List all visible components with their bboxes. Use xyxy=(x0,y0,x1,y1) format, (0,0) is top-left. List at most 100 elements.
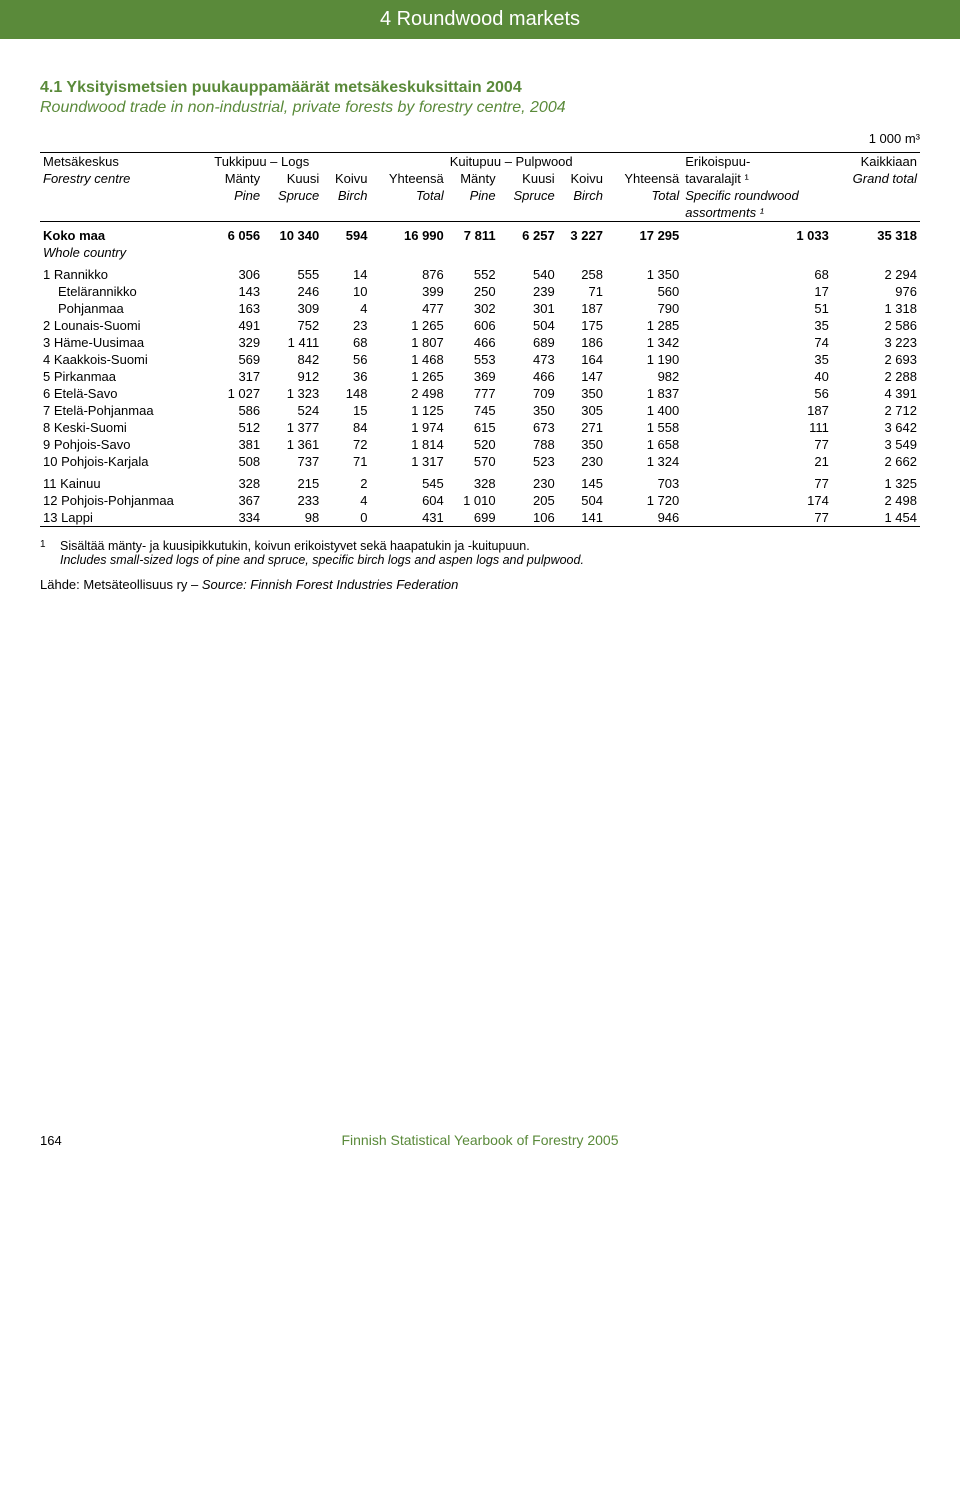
cell: 508 xyxy=(211,453,263,470)
cell: 777 xyxy=(447,385,499,402)
unit-label: 1 000 m³ xyxy=(40,131,920,146)
publication-title: Finnish Statistical Yearbook of Forestry… xyxy=(90,1132,870,1148)
cell: 788 xyxy=(499,436,558,453)
cell: 752 xyxy=(263,317,322,334)
cell: 141 xyxy=(558,509,606,527)
cell: 147 xyxy=(558,368,606,385)
cell xyxy=(447,244,499,261)
table-row: 2 Lounais-Suomi491752231 2656065041751 2… xyxy=(40,317,920,334)
cell xyxy=(370,244,446,261)
cell: 0 xyxy=(322,509,370,527)
header-row-1: Metsäkeskus Tukkipuu – Logs Kuitupuu – P… xyxy=(40,153,920,171)
table-row: 10 Pohjois-Karjala508737711 317570523230… xyxy=(40,453,920,470)
cell: 1 323 xyxy=(263,385,322,402)
data-table: Metsäkeskus Tukkipuu – Logs Kuitupuu – P… xyxy=(40,152,920,527)
cell: 512 xyxy=(211,419,263,436)
cell: 23 xyxy=(322,317,370,334)
cell: 1 411 xyxy=(263,334,322,351)
cell xyxy=(322,244,370,261)
cell: 2 586 xyxy=(832,317,920,334)
table-row: 5 Pirkanmaa317912361 265369466147982402 … xyxy=(40,368,920,385)
row-label: 8 Keski-Suomi xyxy=(40,419,211,436)
cell: 233 xyxy=(263,492,322,509)
cell: 1 558 xyxy=(606,419,682,436)
cell: 250 xyxy=(447,283,499,300)
cell: 431 xyxy=(370,509,446,527)
cell: 477 xyxy=(370,300,446,317)
page-footer: 164 Finnish Statistical Yearbook of Fore… xyxy=(0,1132,960,1172)
table-row: 13 Lappi334980431699106141946771 454 xyxy=(40,509,920,527)
cell: 187 xyxy=(682,402,832,419)
table-header: Metsäkeskus Tukkipuu – Logs Kuitupuu – P… xyxy=(40,153,920,222)
cell: 737 xyxy=(263,453,322,470)
cell: 317 xyxy=(211,368,263,385)
cell: 1 361 xyxy=(263,436,322,453)
cell: 946 xyxy=(606,509,682,527)
cell: 1 027 xyxy=(211,385,263,402)
cell: 606 xyxy=(447,317,499,334)
cell: 2 288 xyxy=(832,368,920,385)
header-row-2: Forestry centre Mänty Kuusi Koivu Yhteen… xyxy=(40,170,920,187)
cell: 1 377 xyxy=(263,419,322,436)
cell: 230 xyxy=(558,453,606,470)
cell: 1 814 xyxy=(370,436,446,453)
cell: 466 xyxy=(447,334,499,351)
cell: 524 xyxy=(263,402,322,419)
source-line: Lähde: Metsäteollisuus ry – Source: Finn… xyxy=(40,577,920,592)
cell: 1 010 xyxy=(447,492,499,509)
cell: 3 549 xyxy=(832,436,920,453)
cell: 876 xyxy=(370,261,446,283)
cell: 111 xyxy=(682,419,832,436)
cell: 570 xyxy=(447,453,499,470)
cell: 1 658 xyxy=(606,436,682,453)
cell: 1 317 xyxy=(370,453,446,470)
cell: 1 807 xyxy=(370,334,446,351)
table-row: 6 Etelä-Savo1 0271 3231482 4987777093501… xyxy=(40,385,920,402)
cell: 1 400 xyxy=(606,402,682,419)
cell: 504 xyxy=(558,492,606,509)
cell: 560 xyxy=(606,283,682,300)
table-row: 3 Häme-Uusimaa3291 411681 8074666891861 … xyxy=(40,334,920,351)
cell: 540 xyxy=(499,261,558,283)
hdr-pulp-group: Kuitupuu – Pulpwood xyxy=(447,153,683,171)
cell: 1 342 xyxy=(606,334,682,351)
cell: 1 318 xyxy=(832,300,920,317)
cell: 309 xyxy=(263,300,322,317)
cell: 164 xyxy=(558,351,606,368)
cell: 615 xyxy=(447,419,499,436)
cell: 84 xyxy=(322,419,370,436)
cell: 604 xyxy=(370,492,446,509)
hdr-metsakeskus: Metsäkeskus xyxy=(40,153,211,171)
cell: 1 033 xyxy=(682,222,832,245)
cell: 569 xyxy=(211,351,263,368)
cell: 68 xyxy=(322,334,370,351)
cell: 205 xyxy=(499,492,558,509)
cell: 56 xyxy=(322,351,370,368)
cell: 230 xyxy=(499,470,558,492)
cell: 1 285 xyxy=(606,317,682,334)
cell: 4 391 xyxy=(832,385,920,402)
cell: 35 xyxy=(682,317,832,334)
cell xyxy=(606,244,682,261)
cell: 3 642 xyxy=(832,419,920,436)
cell: 689 xyxy=(499,334,558,351)
cell: 71 xyxy=(558,283,606,300)
cell: 6 257 xyxy=(499,222,558,245)
cell: 703 xyxy=(606,470,682,492)
row-label: 12 Pohjois-Pohjanmaa xyxy=(40,492,211,509)
footnote-marker: 1 xyxy=(40,539,60,567)
footnote-text: Sisältää mänty- ja kuusipikkutukin, koiv… xyxy=(60,539,920,567)
row-label: 2 Lounais-Suomi xyxy=(40,317,211,334)
row-label: 5 Pirkanmaa xyxy=(40,368,211,385)
cell: 982 xyxy=(606,368,682,385)
cell: 367 xyxy=(211,492,263,509)
cell: 673 xyxy=(499,419,558,436)
cell: 473 xyxy=(499,351,558,368)
cell: 709 xyxy=(499,385,558,402)
cell: 1 190 xyxy=(606,351,682,368)
cell: 14 xyxy=(322,261,370,283)
header-row-4: assortments ¹ xyxy=(40,204,920,222)
cell: 976 xyxy=(832,283,920,300)
hdr-total: Kaikkiaan xyxy=(832,153,920,171)
cell: 328 xyxy=(447,470,499,492)
